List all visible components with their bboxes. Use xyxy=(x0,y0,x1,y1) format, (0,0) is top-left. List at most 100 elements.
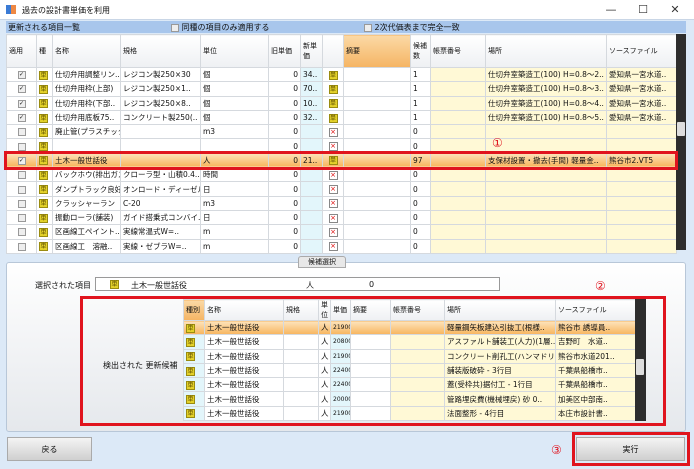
status-cell[interactable]: × xyxy=(322,224,344,240)
table-row[interactable]: ✓ 単仕切弁用枠(下部.. レジコン製250×8.. 個 0 10.. 単 1 仕切弁室築造工(… xyxy=(6,95,677,111)
candidate-row[interactable]: 単土木一般世話役人 22400 蓋(受枠共)据付工 - 1行目 千葉県船橋市.. xyxy=(183,377,636,393)
column-header[interactable]: 摘要 xyxy=(343,34,411,68)
apply-checkbox[interactable] xyxy=(17,185,26,194)
column-header[interactable]: 名称 xyxy=(204,299,284,321)
scroll-thumb[interactable] xyxy=(636,359,644,375)
apply-checkbox[interactable]: ✓ xyxy=(17,99,26,108)
table-row[interactable]: ✓ 単土木一般世話役人 0 21.. 単 97 支保材設置・撤去(手間) 軽量金.. 熊谷市2… xyxy=(6,152,677,169)
apply-checkbox[interactable]: ✓ xyxy=(17,71,26,80)
checkbox[interactable] xyxy=(171,23,179,32)
column-header[interactable]: 新単価 xyxy=(300,34,323,68)
close-icon[interactable]: × xyxy=(328,199,338,209)
column-header[interactable]: 適用 xyxy=(6,34,37,68)
tab-candidate-selection[interactable]: 候補選択 xyxy=(298,256,346,268)
close-icon[interactable]: × xyxy=(328,227,338,237)
apply-cell[interactable]: ✓ xyxy=(6,66,37,83)
status-cell[interactable]: 単 xyxy=(322,66,344,83)
column-header[interactable]: 帳票番号 xyxy=(390,299,445,321)
status-cell[interactable]: × xyxy=(322,124,344,140)
column-header[interactable]: 場所 xyxy=(485,34,607,68)
close-icon[interactable]: × xyxy=(328,213,338,223)
column-header[interactable]: 名称 xyxy=(52,34,121,68)
status-cell[interactable]: × xyxy=(322,209,344,226)
apply-cell[interactable] xyxy=(6,181,37,197)
status-cell[interactable]: × xyxy=(322,167,344,183)
table-row[interactable]: 単クラッシャーラン C-20 m3 0 × 0 xyxy=(6,195,677,211)
candidate-row[interactable]: 単土木一般世話役人 21900 法面整形 - 4行目 本庄市設計書.. xyxy=(183,405,636,422)
same-kind-option[interactable]: 同種の項目のみ適用する xyxy=(171,22,270,33)
kind-icon[interactable]: 単 xyxy=(328,84,338,94)
column-header[interactable]: 規格 xyxy=(283,299,319,321)
candidate-row[interactable]: 単土木一般世話役人 20800 アスファルト舗装工(人力)(1層.. 吉野町 水道.. xyxy=(183,334,636,350)
apply-checkbox[interactable] xyxy=(17,142,26,151)
table-row[interactable]: ✓ 単仕切弁用枠(上部) レジコン製250×1.. 個 0 70.. 単 1 仕切弁室築造工(1… xyxy=(6,81,677,97)
exact-match-option[interactable]: 2次代価表まで完全一致 xyxy=(364,22,460,33)
close-icon[interactable]: × xyxy=(328,142,338,152)
column-header[interactable]: 種別 xyxy=(183,299,205,321)
close-icon[interactable]: × xyxy=(328,127,338,137)
source-file-cell xyxy=(606,181,677,197)
apply-checkbox[interactable]: ✓ xyxy=(17,114,26,123)
execute-button[interactable]: 実行 xyxy=(576,437,685,461)
table-row[interactable]: 単区画線工ペイント.. 実線常温式W=.. m 0 × 0 xyxy=(6,224,677,240)
candidates-scrollbar[interactable] xyxy=(635,299,646,421)
main-scrollbar[interactable] xyxy=(676,34,686,250)
apply-checkbox[interactable] xyxy=(17,171,26,180)
apply-checkbox[interactable] xyxy=(17,228,26,237)
column-header[interactable]: 旧単価 xyxy=(268,34,301,68)
close-icon[interactable]: × xyxy=(328,170,338,180)
close-button[interactable]: ✕ xyxy=(670,3,680,16)
status-cell[interactable]: 単 xyxy=(322,81,344,97)
column-header[interactable]: 単位 xyxy=(200,34,269,68)
status-cell[interactable]: × xyxy=(322,238,344,254)
column-header[interactable]: 摘要 xyxy=(350,299,391,321)
apply-cell[interactable] xyxy=(6,224,37,240)
apply-checkbox[interactable] xyxy=(17,242,26,251)
kind-icon[interactable]: 単 xyxy=(328,99,338,109)
apply-checkbox[interactable] xyxy=(17,199,26,208)
column-header[interactable]: 場所 xyxy=(444,299,556,321)
minimize-button[interactable]: — xyxy=(605,3,617,16)
candidate-row[interactable]: 単土木一般世話役人 20000 管路埋戻費(機械埋戻) 砂 0.. 加美区中部南.. xyxy=(183,391,636,407)
apply-cell[interactable]: ✓ xyxy=(6,81,37,97)
apply-cell[interactable]: ✓ xyxy=(6,95,37,111)
column-header[interactable]: 帳票番号 xyxy=(430,34,486,68)
column-header[interactable] xyxy=(322,34,344,68)
candidate-row[interactable]: 単土木一般世話役人 21900 軽量鋼矢板建込引抜工(根様.. 熊谷市 誘導員.. xyxy=(183,319,636,336)
table-row[interactable]: ✓ 単仕切弁用底板75.. コンクリート製250(.. 個 0 32.. 単 1 仕切弁室築造工… xyxy=(6,109,677,126)
apply-cell[interactable] xyxy=(6,195,37,211)
apply-cell[interactable] xyxy=(6,238,37,254)
column-header[interactable]: ソースファイル xyxy=(606,34,677,68)
apply-cell[interactable] xyxy=(6,124,37,140)
apply-checkbox[interactable]: ✓ xyxy=(17,156,26,165)
kind-icon[interactable]: 単 xyxy=(328,70,338,80)
apply-cell[interactable] xyxy=(6,209,37,226)
scroll-thumb[interactable] xyxy=(677,122,685,136)
status-cell[interactable]: × xyxy=(322,195,344,211)
maximize-button[interactable]: ☐ xyxy=(638,3,648,16)
status-cell[interactable]: 単 xyxy=(322,95,344,111)
close-icon[interactable]: × xyxy=(328,185,338,195)
column-header[interactable]: 種 xyxy=(36,34,53,68)
table-row[interactable]: ✓ 単仕切弁用調整リン.. レジコン製250×30 個 0 34.. 単 1 仕切弁室築造工(1… xyxy=(6,66,677,83)
apply-checkbox[interactable] xyxy=(17,214,26,223)
table-row[interactable]: 単振動ローラ(舗装) ガイド搭乗式コンバイ.. 日 0 × 0 xyxy=(6,209,677,226)
checkbox[interactable] xyxy=(364,23,372,32)
column-header[interactable]: 単価 xyxy=(330,299,351,321)
kind-icon[interactable]: 単 xyxy=(328,113,338,123)
table-row[interactable]: 単区画線工 溶融.. 実線・ゼブラW=.. m 0 × 0 xyxy=(6,238,677,254)
apply-checkbox[interactable] xyxy=(17,128,26,137)
kind-icon[interactable]: 単 xyxy=(328,156,338,166)
back-button[interactable]: 戻る xyxy=(7,437,92,461)
status-cell[interactable]: 単 xyxy=(322,109,344,126)
status-cell[interactable]: × xyxy=(322,181,344,197)
close-icon[interactable]: × xyxy=(328,242,338,252)
status-cell[interactable]: × xyxy=(322,138,344,154)
column-header[interactable]: 規格 xyxy=(120,34,201,68)
apply-cell[interactable]: ✓ xyxy=(6,109,37,126)
apply-checkbox[interactable]: ✓ xyxy=(17,85,26,94)
column-header[interactable]: 候補数 xyxy=(410,34,431,68)
